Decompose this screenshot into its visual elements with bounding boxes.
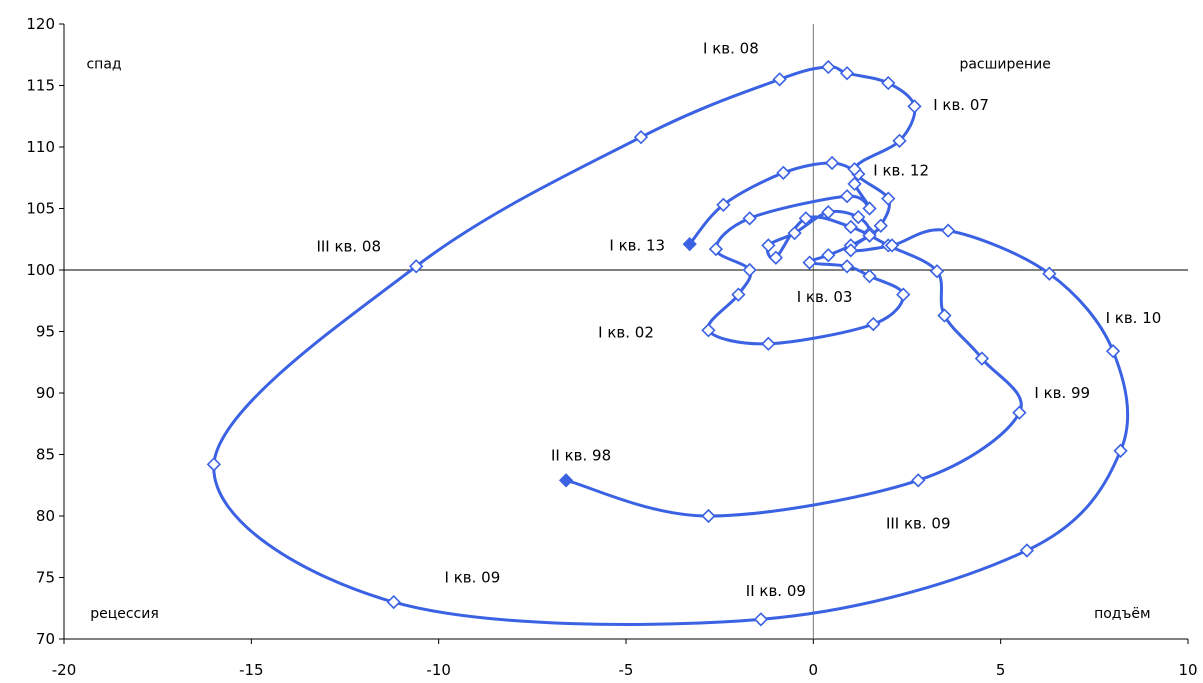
data-point-marker xyxy=(862,269,877,284)
data-point-marker xyxy=(768,250,783,265)
point-label: I кв. 07 xyxy=(933,96,989,114)
x-tick-label: -10 xyxy=(426,661,451,679)
quadrant-label: подъём xyxy=(1094,606,1150,622)
series-lines xyxy=(212,65,1130,626)
x-tick-label: -15 xyxy=(239,661,264,679)
point-label: I кв. 99 xyxy=(1034,384,1090,402)
data-point-marker xyxy=(1042,266,1057,281)
data-point-marker xyxy=(881,75,896,91)
y-tick-label: 75 xyxy=(36,569,55,587)
series-markers xyxy=(206,59,1128,627)
data-point-marker xyxy=(843,219,858,235)
data-point-marker xyxy=(907,99,922,114)
data-point-marker xyxy=(866,316,881,332)
point-label: II кв. 98 xyxy=(551,447,611,465)
point-label: I кв. 08 xyxy=(703,40,759,58)
quadrant-label: рецессия xyxy=(90,606,159,622)
y-tick-label: 115 xyxy=(26,77,55,95)
data-point-marker xyxy=(742,211,757,226)
y-tick-label: 100 xyxy=(26,261,55,279)
data-point-marker xyxy=(839,66,855,81)
x-tick-label: -5 xyxy=(619,661,634,679)
data-point-marker xyxy=(787,225,802,241)
data-point-marker xyxy=(929,264,945,279)
data-point-marker xyxy=(753,612,769,627)
data-point-marker xyxy=(974,351,990,366)
data-point-marker xyxy=(1012,405,1027,420)
data-point-marker xyxy=(1105,344,1121,359)
data-point-marker xyxy=(851,209,866,225)
y-tick-label: 85 xyxy=(36,446,55,464)
y-tick-label: 95 xyxy=(36,323,55,341)
data-point-marker xyxy=(772,72,787,87)
data-point-marker xyxy=(862,228,877,243)
data-point-marker xyxy=(847,176,862,192)
x-tick-label: -20 xyxy=(52,661,77,679)
data-point-marker xyxy=(847,162,862,177)
quadrant-label: спад xyxy=(86,56,121,72)
axes: 70 75 80 85 90 95 100 105 110 115 120 -20 -15 -10 -5 0 5… xyxy=(26,15,1197,679)
chart-text: I кв. 08 I кв. 07 I кв. 12 III кв. 08 I кв. … xyxy=(86,40,1161,623)
endpoint-marker xyxy=(682,237,697,252)
data-point-marker xyxy=(742,262,757,278)
data-point-marker xyxy=(824,155,840,171)
data-point-marker xyxy=(843,243,858,258)
point-label: I кв. 12 xyxy=(873,161,929,179)
point-label: I кв. 10 xyxy=(1106,309,1162,327)
y-tick-label: 90 xyxy=(36,384,55,402)
data-point-marker xyxy=(896,287,911,302)
data-point-marker xyxy=(731,287,746,302)
data-point-marker xyxy=(761,336,776,351)
data-point-marker xyxy=(206,457,221,472)
data-point-marker xyxy=(892,133,907,148)
data-point-marker xyxy=(798,211,813,226)
data-point-marker xyxy=(409,259,424,274)
point-label: II кв. 09 xyxy=(746,582,806,600)
data-point-marker xyxy=(911,473,926,488)
data-point-marker xyxy=(937,308,952,323)
data-point-marker xyxy=(802,255,817,270)
series-line xyxy=(212,65,1130,626)
data-point-marker xyxy=(821,205,836,220)
point-label: I кв. 13 xyxy=(609,236,665,254)
y-tick-label: 105 xyxy=(26,200,55,218)
data-point-marker xyxy=(716,197,731,212)
point-label: I кв. 09 xyxy=(445,568,501,586)
data-point-marker xyxy=(1113,443,1128,458)
data-point-marker xyxy=(821,248,836,263)
data-point-marker xyxy=(386,594,401,610)
endpoint-marker xyxy=(558,473,574,488)
point-label: III кв. 08 xyxy=(316,238,381,256)
x-tick-label: 10 xyxy=(1178,661,1197,679)
point-label: I кв. 02 xyxy=(598,324,654,342)
data-point-marker xyxy=(862,201,877,216)
data-point-marker xyxy=(761,238,776,253)
data-point-marker xyxy=(776,165,791,180)
y-tick-label: 80 xyxy=(36,507,55,525)
data-point-marker xyxy=(821,59,836,75)
data-point-marker xyxy=(701,323,716,338)
y-tick-label: 120 xyxy=(26,15,55,33)
x-tick-label: 5 xyxy=(996,661,1006,679)
data-point-marker xyxy=(884,238,900,253)
y-tick-label: 110 xyxy=(26,138,55,156)
point-label: III кв. 09 xyxy=(886,514,951,532)
data-point-marker xyxy=(839,189,855,204)
data-point-marker xyxy=(839,259,855,274)
data-point-marker xyxy=(701,508,716,524)
data-point-marker xyxy=(941,223,956,238)
quadrant-label: расширение xyxy=(959,56,1050,72)
y-tick-label: 70 xyxy=(36,630,55,648)
point-label: I кв. 03 xyxy=(797,288,853,306)
data-point-marker xyxy=(881,191,896,206)
data-point-marker xyxy=(1019,543,1035,558)
x-tick-label: 0 xyxy=(809,661,819,679)
data-point-marker xyxy=(708,241,724,257)
data-point-marker xyxy=(633,130,649,145)
data-point-marker xyxy=(873,218,888,233)
